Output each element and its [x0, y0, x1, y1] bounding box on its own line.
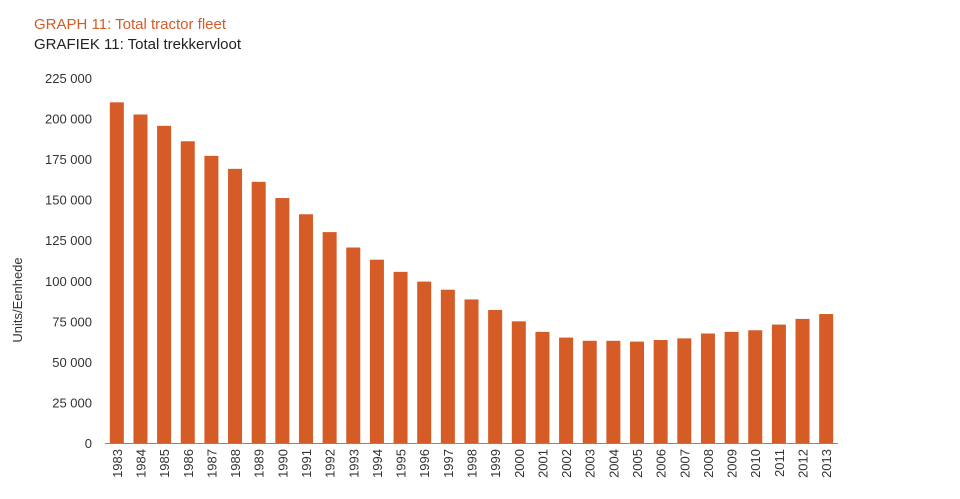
- chart-title: GRAPH 11: Total tractor fleet: [34, 16, 227, 33]
- bar-2002: [559, 337, 574, 443]
- bar-2011: [771, 324, 786, 443]
- chart-subtitle: GRAFIEK 11: Total trekkervloot: [34, 36, 242, 53]
- y-tick-label: 175 000: [45, 152, 92, 167]
- bar-1999: [488, 309, 503, 443]
- bar-2006: [653, 339, 668, 443]
- x-tick-label: 1995: [394, 449, 409, 478]
- x-tick-label: 1989: [252, 449, 267, 478]
- x-tick-label: 1988: [228, 449, 243, 478]
- bar-1996: [417, 281, 432, 443]
- x-tick-label: 2012: [796, 449, 811, 478]
- y-tick-label: 200 000: [45, 112, 92, 127]
- x-tick-label: 1999: [488, 449, 503, 478]
- x-tick-label: 1998: [465, 449, 480, 478]
- bar-2010: [748, 330, 763, 443]
- x-tick-label: 1997: [441, 449, 456, 478]
- x-tick-label: 1996: [417, 449, 432, 478]
- bar-1993: [346, 247, 361, 443]
- bar-2005: [630, 341, 645, 443]
- x-tick-label: 1984: [133, 449, 148, 478]
- x-tick-label: 2003: [583, 449, 598, 478]
- x-tick-label: 2000: [512, 449, 527, 478]
- x-tick-label: 1993: [346, 449, 361, 478]
- bar-1995: [393, 271, 408, 443]
- bar-1990: [275, 198, 290, 443]
- y-tick-label: 50 000: [52, 355, 92, 370]
- y-tick-label: 150 000: [45, 193, 92, 208]
- x-tick-label: 1991: [299, 449, 314, 478]
- bar-2013: [819, 314, 834, 443]
- x-tick-label: 1992: [323, 449, 338, 478]
- x-tick-label: 2005: [630, 449, 645, 478]
- x-tick-label: 1985: [157, 449, 172, 478]
- x-tick-label: 1986: [181, 449, 196, 478]
- x-tick-label: 1990: [275, 449, 290, 478]
- bar-1989: [251, 181, 266, 443]
- y-tick-label: 75 000: [52, 314, 92, 329]
- x-tick-label: 2001: [535, 449, 550, 478]
- y-tick-label: 100 000: [45, 274, 92, 289]
- bar-1997: [440, 289, 455, 443]
- y-axis-label: Units/Eenhede: [10, 257, 25, 342]
- x-tick-label: 2004: [606, 449, 621, 478]
- x-tick-label: 2006: [654, 449, 669, 478]
- y-tick-label: 125 000: [45, 233, 92, 248]
- bar-1983: [109, 102, 124, 443]
- bar-1991: [298, 214, 313, 443]
- x-tick-label: 2013: [819, 449, 834, 478]
- bar-1984: [133, 114, 148, 443]
- x-tick-label: 2011: [772, 449, 787, 477]
- bars: [109, 102, 834, 444]
- bar-1998: [464, 299, 479, 443]
- bar-2007: [677, 338, 692, 443]
- y-axis-ticks: 0 25 000 50 000 75 000 100 000 125 000 150 000…: [45, 71, 92, 451]
- x-tick-label: 2009: [725, 449, 740, 478]
- bar-2009: [724, 331, 739, 443]
- x-tick-label: 2007: [677, 449, 692, 478]
- bar-1985: [157, 125, 172, 444]
- x-tick-label: 1994: [370, 449, 385, 478]
- bar-1988: [228, 168, 243, 443]
- bar-1994: [369, 259, 384, 443]
- bar-2004: [606, 340, 621, 443]
- bar-2000: [511, 321, 526, 443]
- x-tick-label: 1983: [110, 449, 125, 478]
- bar-1987: [204, 155, 219, 443]
- bar-1992: [322, 232, 337, 443]
- x-axis-ticks: 1983 1984 1985 1986 1987 1988 1989 1990 1991 1992…: [110, 449, 834, 478]
- y-tick-label: 0: [85, 436, 92, 451]
- x-tick-label: 2002: [559, 449, 574, 478]
- x-tick-label: 2010: [748, 449, 763, 478]
- bar-2012: [795, 318, 810, 443]
- bar-2008: [700, 333, 715, 443]
- x-tick-label: 1987: [204, 449, 219, 478]
- bar-2003: [582, 340, 597, 443]
- bar-2001: [535, 331, 550, 443]
- x-tick-label: 2008: [701, 449, 716, 478]
- y-tick-label: 25 000: [52, 395, 92, 410]
- bar-1986: [180, 141, 195, 443]
- y-tick-label: 225 000: [45, 71, 92, 86]
